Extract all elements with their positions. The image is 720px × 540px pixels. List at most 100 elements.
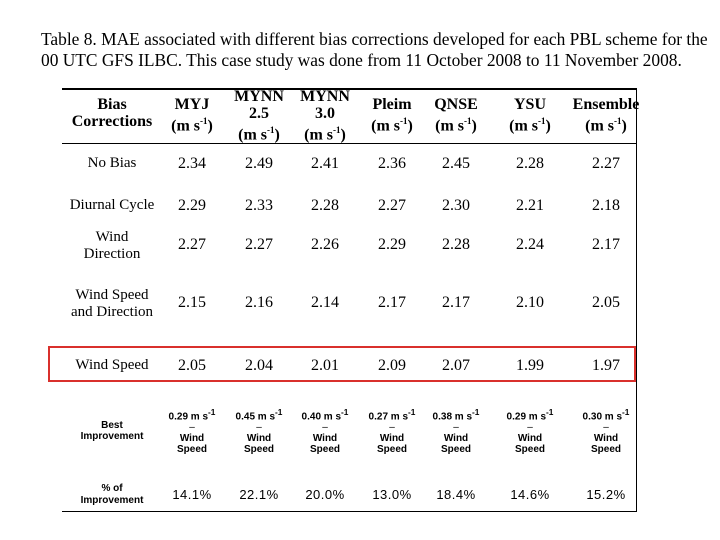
unit-exponent: -1 [275,407,283,417]
row-label-line: Wind [95,229,129,245]
table-cell-value: 2.17 [592,236,620,253]
dash: – [189,422,195,434]
header-line: 2.5 [248,105,269,122]
label-line: % of [101,483,123,494]
table-bottom-rule [62,511,636,512]
table-cell-value: 2.09 [378,357,406,374]
column-header: Ensemble (m s-1) [573,96,640,134]
table-cell-value: 2.34 [178,155,206,172]
row-label: Wind Direction [84,229,141,263]
best-improvement-cell: 0.29 m s-1– Wind Speed [169,407,216,455]
method-line: Speed [590,444,622,456]
table-cell-value: 2.27 [592,155,620,172]
unit-exponent: -1 [538,116,546,126]
table-cell-value: 1.99 [516,357,544,374]
method-line: Speed [176,444,208,456]
percent-improvement-value: 22.1% [239,487,279,502]
column-header: Bias Corrections [72,96,153,130]
table-cell-value: 2.21 [516,197,544,214]
table-cell-value: 2.29 [378,236,406,253]
header-line: Ensemble [572,96,640,113]
method-line: Wind [246,433,272,445]
best-improvement-label: Best Improvement [81,420,144,442]
table-cell-value: 2.28 [516,155,544,172]
table-cell-value: 2.17 [378,294,406,311]
column-header: MYNN 3.0 (m s-1) [300,88,350,143]
table-cell-value: 2.45 [442,155,470,172]
best-improvement-cell: 0.45 m s-1– Wind Speed [236,407,283,455]
percent-improvement-value: 15.2% [586,487,626,502]
dash: – [453,422,459,434]
method-line: Speed [514,444,546,456]
table-caption: Table 8. MAE associated with different b… [41,29,708,71]
method-line: Speed [440,444,472,456]
unit-exponent: -1 [267,125,275,135]
method-line: Speed [243,444,275,456]
row-label: Wind Speed [75,357,148,374]
method-line: Wind [517,433,543,445]
header-line: MYNN [234,88,284,105]
header-line: Corrections [71,113,153,130]
best-improvement-cell: 0.30 m s-1– Wind Speed [583,407,630,455]
table-cell-value: 2.16 [245,294,273,311]
method-line: Speed [376,444,408,456]
table-cell-value: 2.27 [378,197,406,214]
table-cell-value: 2.24 [516,236,544,253]
table-cell-value: 2.41 [311,155,339,172]
dash: – [527,422,533,434]
column-header: QNSE (m s-1) [434,96,478,134]
table-cell-value: 2.28 [442,236,470,253]
best-improvement-cell: 0.40 m s-1– Wind Speed [302,407,349,455]
best-improvement-cell: 0.27 m s-1– Wind Speed [369,407,416,455]
unit-exponent: -1 [333,125,341,135]
column-header: MYNN 2.5 (m s-1) [234,88,284,143]
unit-exponent: -1 [622,407,630,417]
header-line: MYNN [300,88,350,105]
percent-improvement-value: 20.0% [305,487,345,502]
header-unit: (m s-1) [585,116,627,135]
header-line: 3.0 [314,105,335,122]
table-cell-value: 2.27 [245,236,273,253]
label-line: Improvement [80,495,144,506]
method-line: Wind [379,433,405,445]
row-label-line: Diurnal Cycle [69,197,155,213]
percent-improvement-label: % of Improvement [81,483,144,507]
table-cell-value: 2.26 [311,236,339,253]
dash: – [389,422,395,434]
table-cell-value: 2.49 [245,155,273,172]
unit-exponent: -1 [341,407,349,417]
row-label-line: Wind Speed [75,287,149,303]
header-unit: (m s-1) [238,125,280,144]
percent-improvement-value: 13.0% [372,487,412,502]
table-cell-value: 1.97 [592,357,620,374]
wind-speed-row-highlight [48,346,636,382]
improvement-amount: 0.38 m s-1 [432,407,480,423]
table-cell-value: 2.15 [178,294,206,311]
header-line: YSU [513,96,546,113]
dash: – [322,422,328,434]
header-unit: (m s-1) [171,116,213,135]
best-improvement-cell: 0.29 m s-1– Wind Speed [507,407,554,455]
row-label-line: Direction [83,246,141,262]
table-cell-value: 2.28 [311,197,339,214]
table-cell-value: 2.33 [245,197,273,214]
column-header: Pleim (m s-1) [371,96,413,134]
unit-exponent: -1 [464,116,472,126]
header-rule [62,143,636,144]
unit-exponent: -1 [400,116,408,126]
table-cell-value: 2.05 [592,294,620,311]
row-label-line: and Direction [70,304,154,320]
header-line: MYJ [174,96,210,113]
label-line: Best [101,420,123,431]
table-right-border [636,88,637,512]
improvement-amount: 0.45 m s-1 [235,407,283,423]
header-unit: (m s-1) [435,116,477,135]
unit-exponent: -1 [408,407,416,417]
percent-improvement-value: 14.1% [172,487,212,502]
unit-exponent: -1 [472,407,480,417]
table-cell-value: 2.30 [442,197,470,214]
dash: – [603,422,609,434]
header-line: QNSE [434,96,478,113]
improvement-amount: 0.29 m s-1 [506,407,554,423]
header-unit: (m s-1) [509,116,551,135]
